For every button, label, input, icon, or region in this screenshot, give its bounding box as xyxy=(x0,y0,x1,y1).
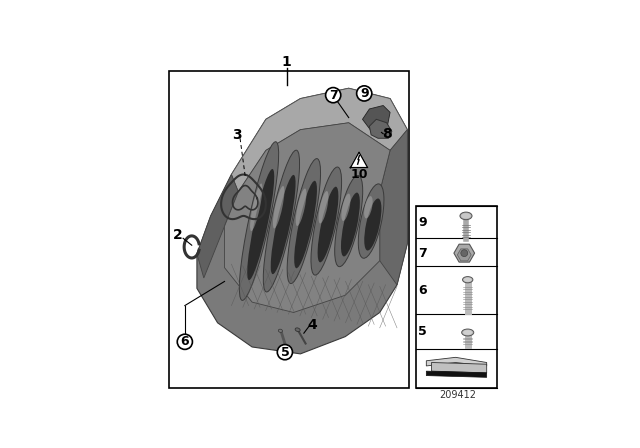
Ellipse shape xyxy=(247,169,275,280)
Ellipse shape xyxy=(250,184,262,231)
Ellipse shape xyxy=(295,328,300,332)
Ellipse shape xyxy=(364,198,381,250)
Ellipse shape xyxy=(294,181,317,268)
Polygon shape xyxy=(232,88,407,192)
Text: 7: 7 xyxy=(329,89,337,102)
Polygon shape xyxy=(197,88,407,354)
Text: 3: 3 xyxy=(232,128,241,142)
Text: 10: 10 xyxy=(350,168,368,181)
Polygon shape xyxy=(225,123,390,313)
Text: 1: 1 xyxy=(282,56,291,69)
Text: 7: 7 xyxy=(419,247,427,260)
Ellipse shape xyxy=(364,196,372,219)
Ellipse shape xyxy=(461,213,471,219)
Ellipse shape xyxy=(317,187,339,263)
Text: 8: 8 xyxy=(383,127,392,141)
Polygon shape xyxy=(351,152,367,168)
Ellipse shape xyxy=(287,159,321,284)
Ellipse shape xyxy=(278,329,282,332)
Polygon shape xyxy=(362,106,390,133)
Circle shape xyxy=(326,87,340,103)
Ellipse shape xyxy=(463,330,472,335)
Polygon shape xyxy=(197,174,238,278)
Ellipse shape xyxy=(341,193,360,256)
Ellipse shape xyxy=(311,167,342,275)
Ellipse shape xyxy=(271,175,296,274)
Circle shape xyxy=(356,86,372,101)
Ellipse shape xyxy=(464,278,472,282)
Ellipse shape xyxy=(296,189,307,226)
Ellipse shape xyxy=(335,176,363,267)
Text: 2: 2 xyxy=(173,228,183,242)
Ellipse shape xyxy=(263,150,300,292)
Ellipse shape xyxy=(461,329,474,336)
Circle shape xyxy=(277,345,292,360)
Text: 9: 9 xyxy=(419,216,427,229)
Circle shape xyxy=(461,250,468,257)
Bar xyxy=(416,206,497,388)
Polygon shape xyxy=(426,371,486,377)
Text: 5: 5 xyxy=(419,325,427,338)
Ellipse shape xyxy=(358,184,384,258)
Circle shape xyxy=(177,334,193,349)
Ellipse shape xyxy=(341,194,351,221)
Ellipse shape xyxy=(463,276,473,283)
Ellipse shape xyxy=(460,212,472,220)
Bar xyxy=(170,71,409,388)
Polygon shape xyxy=(369,119,392,138)
Text: 209412: 209412 xyxy=(439,390,476,400)
Ellipse shape xyxy=(273,186,284,228)
Text: 5: 5 xyxy=(280,346,289,359)
Polygon shape xyxy=(380,129,407,285)
Text: 4: 4 xyxy=(308,318,317,332)
Ellipse shape xyxy=(239,142,278,301)
Ellipse shape xyxy=(319,191,328,224)
Text: 6: 6 xyxy=(419,284,427,297)
Text: 6: 6 xyxy=(180,335,189,348)
Polygon shape xyxy=(431,362,486,373)
Text: 9: 9 xyxy=(360,87,369,100)
Polygon shape xyxy=(426,358,486,366)
